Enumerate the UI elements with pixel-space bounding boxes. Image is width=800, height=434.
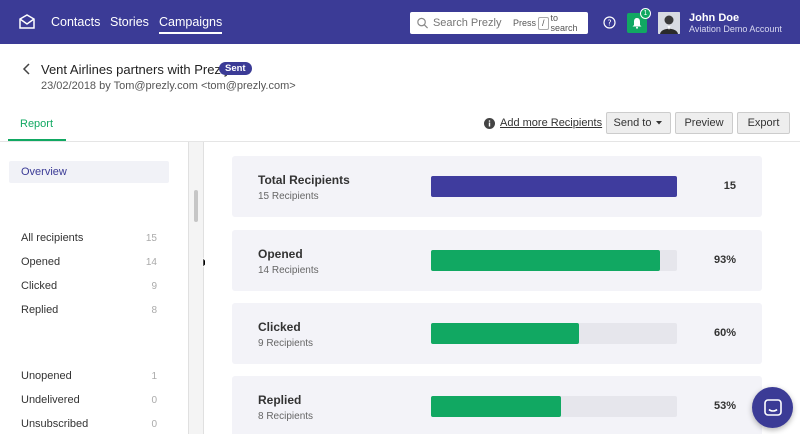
page-title: Vent Airlines partners with Prezly: [41, 62, 231, 77]
stat-sub: 15 Recipients: [258, 191, 319, 202]
sidebar-count: 0: [151, 395, 157, 406]
top-nav: Contacts Stories Campaigns Press / to se…: [0, 0, 800, 44]
stat-value: 93%: [713, 254, 736, 266]
help-icon[interactable]: ?: [603, 16, 616, 29]
add-more-recipients-link[interactable]: Add more Recipients: [500, 117, 603, 129]
caret-down-icon: [656, 121, 663, 125]
search-input[interactable]: [432, 17, 513, 29]
stat-card-clicked: Clicked 9 Recipients 60%: [232, 303, 762, 364]
nav-stories[interactable]: Stories: [110, 15, 149, 29]
avatar[interactable]: [658, 12, 680, 34]
sidebar-count: 0: [151, 419, 157, 430]
sidebar-item-all-recipients[interactable]: All recipients: [21, 232, 84, 244]
tab-report[interactable]: Report: [20, 118, 54, 130]
sidebar-item-unopened[interactable]: Unopened: [21, 370, 72, 382]
notification-badge: 1: [640, 8, 651, 19]
stat-label: Total Recipients: [258, 173, 350, 187]
chat-button[interactable]: [752, 387, 793, 428]
sidebar-count: 8: [151, 305, 157, 316]
user-account: Aviation Demo Account: [689, 24, 782, 34]
sidebar-item-replied[interactable]: Replied: [21, 304, 59, 316]
sidebar-item-clicked[interactable]: Clicked: [21, 280, 58, 292]
stat-value: 60%: [713, 327, 736, 339]
campaign-meta: 23/02/2018 by Tom@prezly.com <tom@prezly…: [41, 80, 296, 92]
tab-report-underline: [8, 139, 66, 141]
stat-value: 53%: [713, 400, 736, 412]
search-shortcut-key: /: [537, 16, 549, 30]
stat-sub: 8 Recipients: [258, 411, 314, 422]
send-to-button[interactable]: Send to: [606, 112, 671, 134]
search-icon: [417, 17, 429, 29]
back-chevron-icon[interactable]: [22, 63, 32, 75]
sidebar-count: 15: [145, 233, 157, 244]
stat-label: Replied: [258, 393, 302, 407]
status-badge: Sent: [219, 62, 252, 75]
info-icon: [484, 118, 495, 129]
stat-label: Opened: [258, 247, 303, 261]
stat-sub: 14 Recipients: [258, 265, 319, 276]
divider: [0, 141, 800, 142]
user-name[interactable]: John Doe: [689, 12, 740, 24]
nav-campaigns[interactable]: Campaigns: [159, 15, 223, 34]
stat-card-replied: Replied 8 Recipients 53%: [232, 376, 762, 434]
sidebar: [0, 142, 188, 434]
stat-bar-track: [431, 396, 677, 417]
stat-bar-fill: [431, 323, 579, 344]
search-hint: Press / to search: [512, 13, 578, 33]
sidebar-scrollbar-thumb[interactable]: [194, 190, 198, 222]
sidebar-scrollbar[interactable]: [188, 142, 204, 434]
sidebar-count: 9: [151, 281, 157, 292]
preview-button[interactable]: Preview: [675, 112, 733, 134]
sidebar-count: 1: [151, 371, 157, 382]
sidebar-count: 14: [145, 257, 157, 268]
sidebar-item-overview[interactable]: Overview: [9, 161, 169, 183]
bell-icon: [632, 18, 642, 29]
stat-card-total: Total Recipients 15 Recipients 15: [232, 156, 762, 217]
stat-value: 15: [723, 180, 736, 192]
search-box[interactable]: Press / to search: [410, 12, 588, 34]
stat-sub: 9 Recipients: [258, 338, 314, 349]
stat-card-opened: Opened 14 Recipients 93%: [232, 230, 762, 291]
stat-bar-fill: [431, 176, 677, 197]
sidebar-item-undelivered[interactable]: Undelivered: [21, 394, 80, 406]
stat-bar-track: [431, 176, 677, 197]
svg-text:?: ?: [607, 19, 611, 28]
stat-bar-track: [431, 323, 677, 344]
stat-bar-fill: [431, 250, 660, 271]
nav-contacts[interactable]: Contacts: [51, 15, 101, 29]
prezly-logo-icon[interactable]: [18, 13, 36, 31]
export-button[interactable]: Export: [737, 112, 790, 134]
user-photo-icon: [658, 12, 680, 34]
stat-bar-track: [431, 250, 677, 271]
stat-label: Clicked: [258, 320, 301, 334]
sidebar-item-unsubscribed[interactable]: Unsubscribed: [21, 418, 89, 430]
chat-icon: [763, 398, 782, 416]
sidebar-item-opened[interactable]: Opened: [21, 256, 61, 268]
stat-bar-fill: [431, 396, 562, 417]
